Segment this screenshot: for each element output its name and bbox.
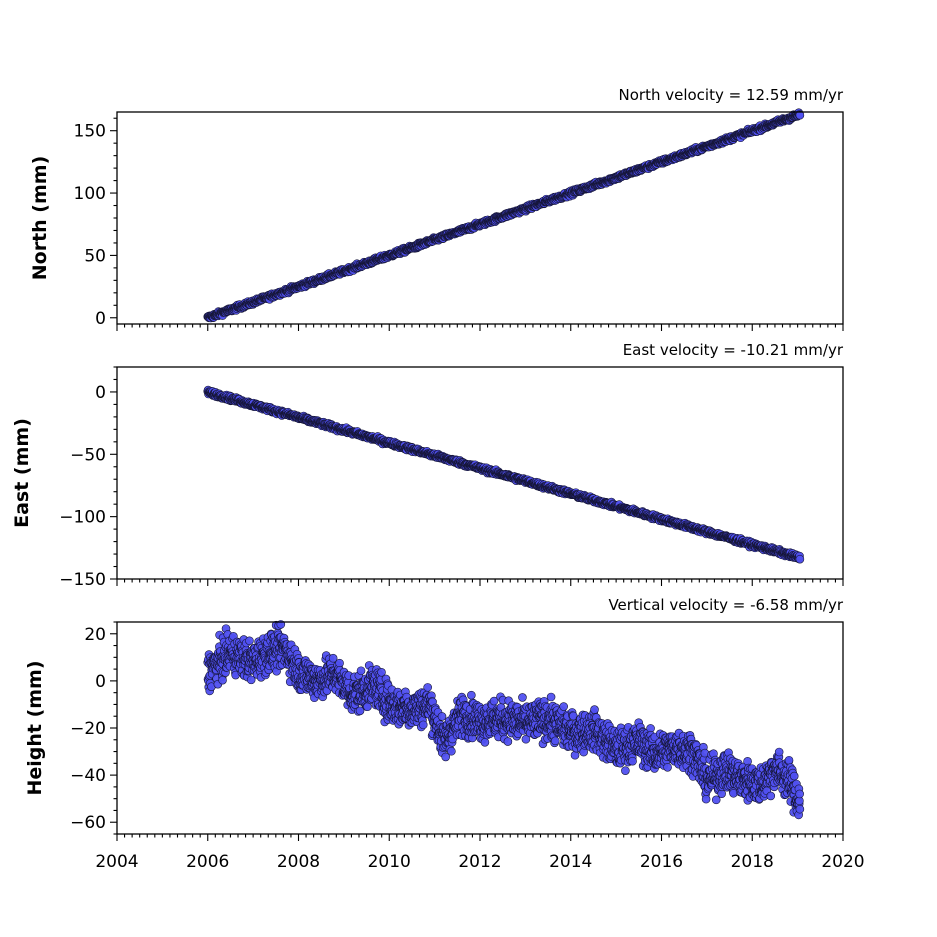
y-tick-label: 0 (95, 309, 106, 329)
y-tick-label: 0 (95, 383, 106, 403)
data-point (245, 636, 254, 646)
data-point (546, 692, 556, 702)
data-point (518, 693, 527, 702)
north-y-axis-label: North (mm) (29, 156, 51, 281)
data-point (480, 738, 490, 747)
data-point (418, 720, 428, 730)
north-ticks: 0 50 100 150 (74, 117, 844, 331)
data-point (335, 658, 344, 668)
y-tick-label: −100 (59, 508, 106, 528)
east-ticks: 0 −50 −100 −150 (59, 366, 844, 590)
y-tick-label: 100 (74, 184, 106, 204)
y-tick-label: −50 (70, 445, 106, 465)
data-point (559, 702, 568, 711)
y-tick-label: −150 (59, 570, 106, 590)
north-plot-frame (116, 111, 844, 325)
north-points (203, 108, 805, 323)
data-point (467, 690, 476, 700)
east-y-axis-label: East (mm) (11, 418, 33, 528)
data-point (503, 737, 513, 746)
data-point (447, 746, 456, 756)
height-points (203, 620, 805, 820)
east-panel: 0 −50 −100 −150 East velocity = -10.21 mm/y… (11, 341, 844, 590)
y-tick-label: 150 (74, 122, 106, 142)
data-point (795, 554, 805, 564)
height-panel: 200−20−40−60 Vertical velocity = -6.58 m… (24, 596, 844, 841)
north-panel: 0 50 100 150 North velocity = 12.59 mm/yr N… (29, 86, 844, 331)
data-point (356, 666, 366, 676)
data-point (550, 736, 560, 746)
east-points (203, 385, 805, 564)
data-point (423, 683, 432, 692)
data-point (218, 675, 227, 685)
east-velocity-label: East velocity = -10.21 mm/yr (623, 341, 844, 359)
y-tick-label: 50 (84, 246, 106, 266)
data-point (570, 750, 580, 760)
north-velocity-label: North velocity = 12.59 mm/yr (619, 86, 844, 104)
data-point (437, 712, 447, 721)
